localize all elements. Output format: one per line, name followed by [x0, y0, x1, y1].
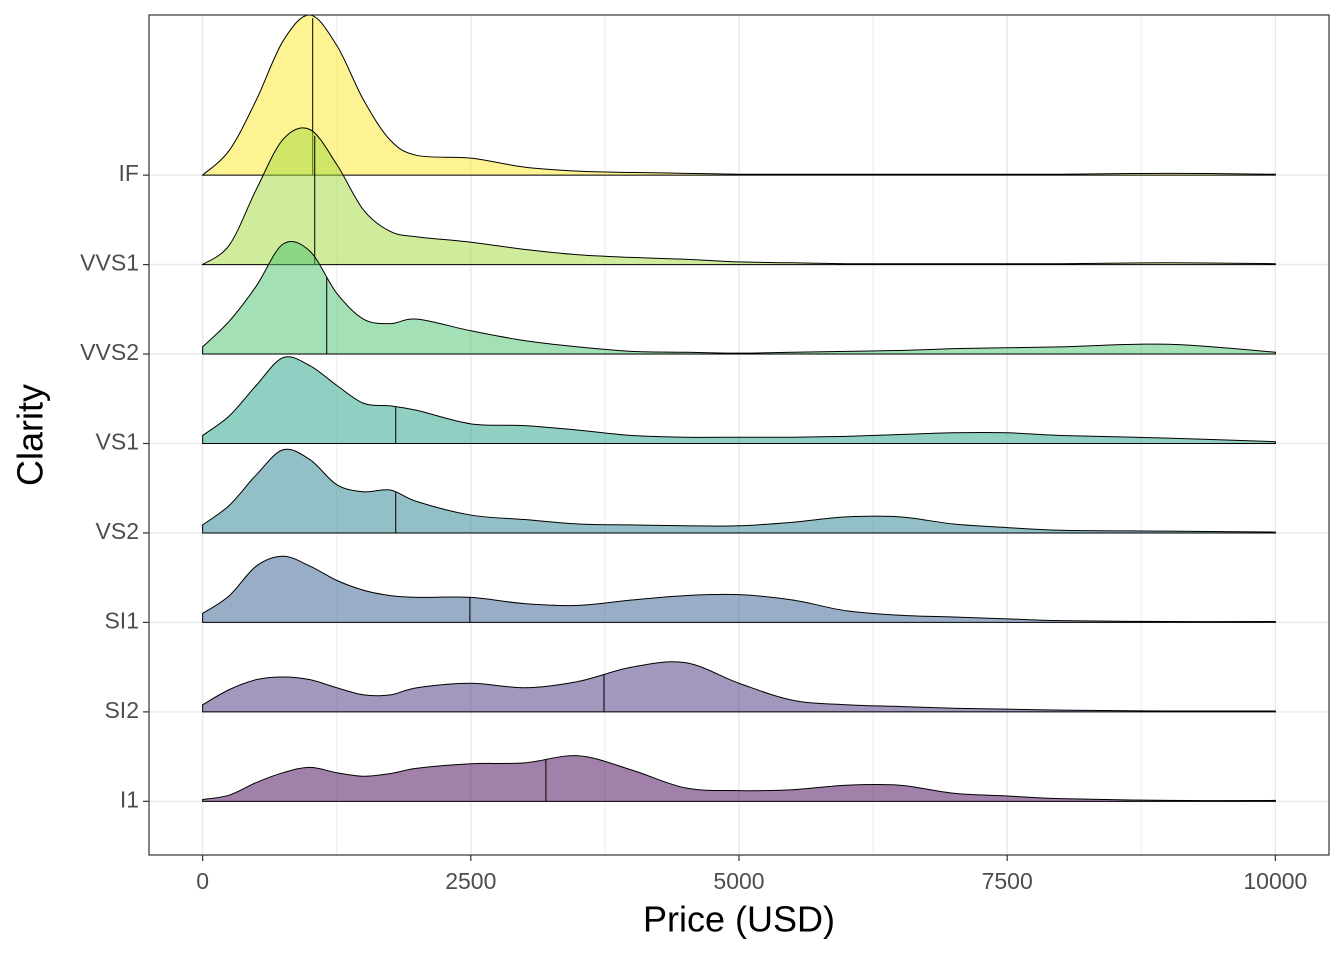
ridge-area	[202, 241, 1276, 355]
ridge-area	[202, 448, 1276, 534]
y-axis-title: Clarity	[10, 384, 51, 486]
x-axis-title: Price (USD)	[643, 899, 835, 940]
y-tick-label: VS1	[96, 429, 139, 455]
x-tick-label: 0	[196, 868, 209, 894]
y-tick-label: IF	[119, 160, 139, 186]
x-tick-label: 5000	[713, 868, 764, 894]
x-tick-label: 10000	[1243, 868, 1307, 894]
y-tick-label: VVS2	[80, 339, 139, 365]
x-tick-label: 7500	[982, 868, 1033, 894]
y-tick-label: I1	[120, 786, 139, 812]
y-tick-label: VVS1	[80, 250, 139, 276]
y-tick-label: VS2	[96, 518, 139, 544]
ridge-area	[202, 661, 1276, 713]
ridge-area	[202, 755, 1276, 802]
y-tick-label: SI2	[104, 697, 139, 723]
ridge-area	[202, 555, 1276, 623]
y-tick-label: SI1	[104, 607, 139, 633]
x-tick-label: 2500	[445, 868, 496, 894]
ridge-area	[202, 356, 1276, 444]
panel-border	[148, 14, 1330, 856]
